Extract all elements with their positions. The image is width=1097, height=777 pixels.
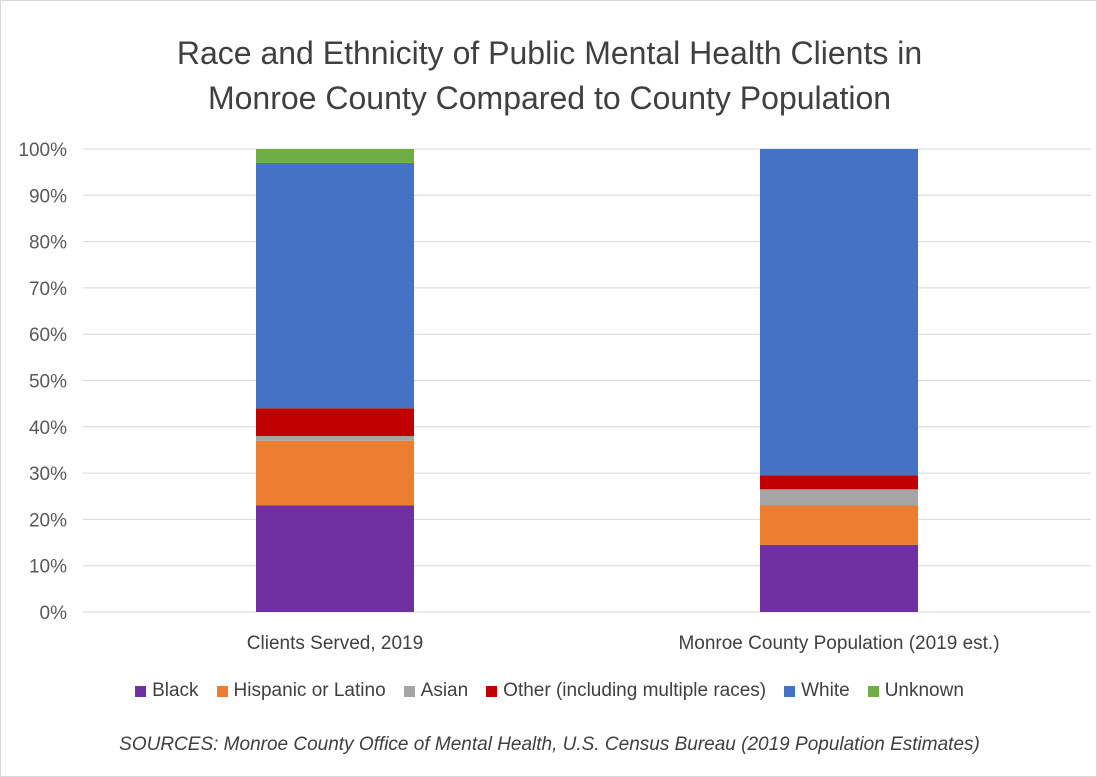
legend-swatch (135, 685, 147, 697)
legend-swatch (784, 685, 796, 697)
legend-label: Other (including multiple races) (503, 680, 767, 701)
legend-item: Unknown (867, 680, 964, 702)
chart-title: Race and Ethnicity of Public Mental Heal… (1, 31, 1097, 121)
bar-segment-black (760, 544, 918, 612)
chart-title-line-1: Race and Ethnicity of Public Mental Heal… (176, 35, 923, 71)
y-tick-label: 80% (29, 233, 67, 254)
y-tick-label: 30% (29, 464, 67, 485)
y-axis-ticks: 0% 10% 20% 30% 40% 50% 60% 70% 80% 90% 100% (18, 140, 67, 624)
y-tick-label: 10% (29, 557, 67, 578)
bar-segment-black (256, 505, 414, 612)
bar-segment-hispanic-or-latino (256, 440, 414, 506)
legend: Black Hispanic or Latino Asian Other (inclu… (1, 680, 1097, 702)
legend-item: Asian (403, 680, 469, 702)
legend-item: Black (135, 680, 199, 702)
legend-swatch (486, 685, 498, 697)
y-tick-label: 40% (29, 418, 67, 439)
x-category-label: Monroe County Population (2019 est.) (678, 633, 999, 654)
legend-swatch (867, 685, 879, 697)
sources-note: SOURCES: Monroe County Office of Mental … (119, 734, 980, 755)
bar-segment-asian (760, 489, 918, 506)
bar-segment-asian (256, 436, 414, 441)
y-tick-label: 100% (18, 140, 67, 161)
chart-title-line-2: Monroe County Compared to County Populat… (207, 80, 892, 116)
y-tick-label: 60% (29, 325, 67, 346)
legend-item: Other (including multiple races) (486, 680, 766, 702)
legend-label: Asian (420, 680, 469, 701)
x-category-label: Clients Served, 2019 (247, 633, 423, 654)
bar-segment-unknown (256, 149, 414, 163)
bar-segment-other-including-multiple-races (256, 408, 414, 437)
bar-segment-white (256, 162, 414, 409)
legend-label: Hispanic or Latino (233, 680, 386, 701)
legend-item: Hispanic or Latino (216, 680, 386, 702)
bar-segment-other-including-multiple-races (760, 475, 918, 490)
gridlines (83, 148, 1091, 613)
y-tick-label: 0% (40, 603, 68, 624)
bar-segment-white (760, 149, 918, 476)
legend-label: White (801, 680, 850, 701)
bars (256, 149, 918, 612)
y-tick-label: 20% (29, 510, 67, 531)
x-axis-categories: Clients Served, 2019 Monroe County Popula… (247, 633, 1000, 654)
legend-label: Black (152, 680, 199, 701)
plot-area: 0% 10% 20% 30% 40% 50% 60% 70% 80% 90% 100% Client… (18, 140, 1091, 654)
bar-segment-hispanic-or-latino (760, 505, 918, 545)
legend-swatch (403, 685, 415, 697)
y-tick-label: 50% (29, 372, 67, 393)
legend-label: Unknown (884, 680, 964, 701)
y-tick-label: 70% (29, 279, 67, 300)
y-tick-label: 90% (29, 186, 67, 207)
legend-swatch (216, 685, 228, 697)
legend-item: White (784, 680, 850, 702)
